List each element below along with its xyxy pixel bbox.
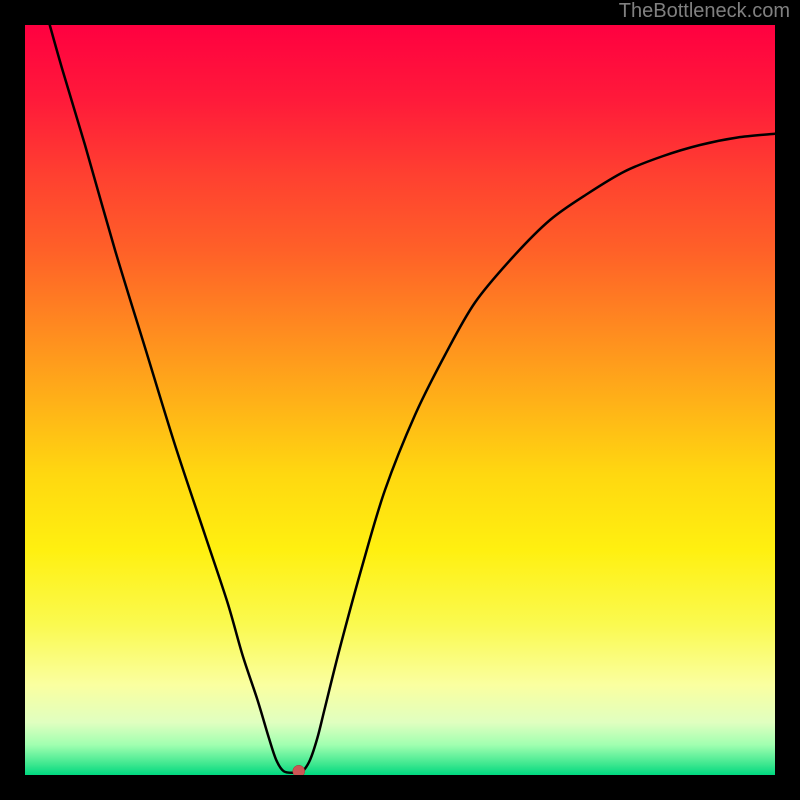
minimum-marker [293, 765, 305, 775]
chart-plot-area [25, 25, 775, 775]
bottleneck-curve [25, 25, 775, 775]
watermark-text: TheBottleneck.com [619, 0, 790, 23]
